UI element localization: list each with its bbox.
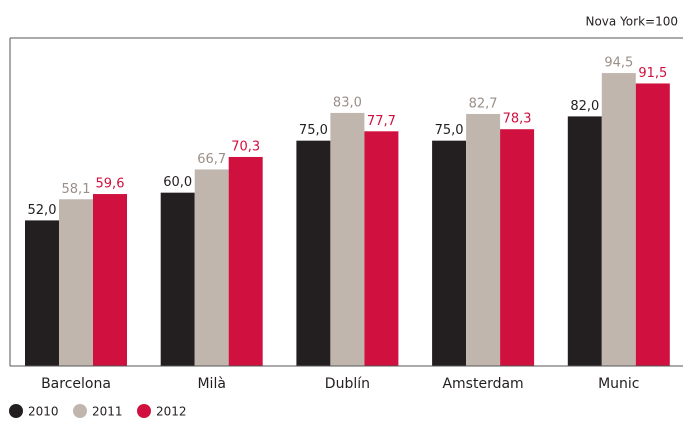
x-tick-label: Milà (197, 376, 225, 392)
value-label: 66,7 (197, 152, 226, 167)
bar (228, 156, 263, 366)
annotation: Nova York=100 (585, 15, 678, 29)
value-label: 58,1 (62, 182, 91, 197)
bar (466, 113, 501, 367)
value-label: 77,7 (367, 114, 396, 129)
value-label: 75,0 (299, 123, 328, 138)
legend-label: 2010 (28, 405, 59, 419)
value-label: 82,0 (570, 99, 599, 114)
value-label: 94,5 (604, 56, 633, 71)
x-tick-label: Amsterdam (442, 376, 523, 392)
value-label: 52,0 (28, 203, 57, 218)
bar (364, 131, 399, 366)
legend-label: 2011 (92, 405, 123, 419)
value-label: 60,0 (163, 175, 192, 190)
x-tick-label: Munic (598, 376, 639, 392)
value-label: 70,3 (231, 139, 260, 154)
bar (567, 116, 602, 367)
legend-swatch (137, 404, 151, 418)
value-label: 83,0 (333, 95, 362, 110)
bar (432, 140, 467, 366)
value-label: 75,0 (435, 123, 464, 138)
bar (25, 220, 59, 366)
bar (194, 169, 229, 366)
legend-swatch (9, 404, 23, 418)
legend-label: 2012 (156, 405, 187, 419)
value-label: 91,5 (638, 66, 667, 81)
bar (160, 192, 195, 366)
bar (93, 194, 127, 366)
x-tick-label: Dublín (325, 376, 370, 392)
x-tick-label: Barcelona (41, 376, 111, 392)
bar (635, 83, 670, 366)
bar (500, 129, 535, 366)
bar (59, 199, 93, 366)
value-label: 59,6 (96, 177, 125, 192)
bar (330, 112, 365, 366)
bar (296, 140, 331, 366)
legend-swatch (73, 404, 87, 418)
value-label: 78,3 (503, 112, 532, 127)
value-label: 82,7 (469, 96, 498, 111)
bar (601, 73, 636, 367)
